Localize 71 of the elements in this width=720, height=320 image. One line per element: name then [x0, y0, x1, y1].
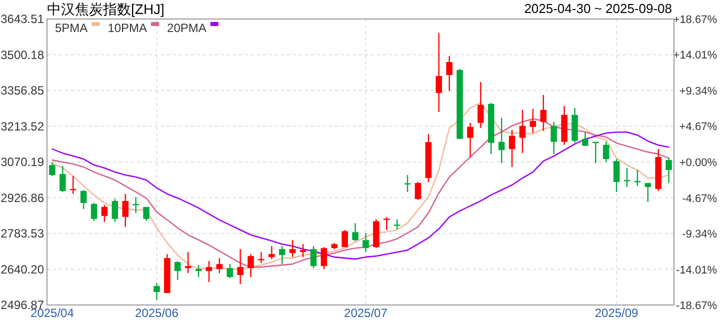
- y-tick-label: 2926.86: [0, 190, 44, 205]
- candlestick: [467, 122, 474, 158]
- y2-tick-label: -14.01%: [676, 264, 718, 276]
- candlestick: [143, 206, 150, 222]
- candlestick: [498, 117, 505, 164]
- candlestick: [530, 108, 536, 134]
- y2-tick-label: -9.34%: [682, 228, 718, 241]
- y2-tick-label: +4.67%: [679, 121, 718, 134]
- y2-tick-label: -4.67%: [682, 192, 718, 205]
- x-tick-label: 2025/06: [135, 306, 179, 320]
- candlestick: [237, 248, 244, 285]
- candlestick: [101, 204, 108, 223]
- candlestick: [602, 141, 610, 163]
- candlestick: [49, 161, 56, 177]
- y-tick-label: 3213.52: [0, 119, 44, 134]
- candlestick: [60, 165, 66, 193]
- y2-tick-label: +0.00%: [679, 157, 718, 169]
- candlestick: [206, 260, 212, 283]
- y-tick-label: 3500.18: [0, 48, 44, 62]
- candlestick: [80, 189, 87, 210]
- candlestick: [352, 222, 358, 242]
- candlestick: [540, 94, 547, 132]
- candlestick: [278, 246, 286, 265]
- candlestick: [613, 158, 620, 193]
- chart-title: 中汉焦炭指数[ZHJ]: [47, 1, 164, 17]
- candlestick: [404, 174, 411, 193]
- candlestick: [195, 264, 202, 278]
- candlestick: [184, 251, 192, 274]
- y2-tick-label: +18.67%: [673, 14, 718, 26]
- candlestick: [90, 202, 98, 222]
- y-tick-label: 3643.51: [0, 12, 44, 26]
- candlestick: [666, 157, 672, 184]
- candlestick: [436, 32, 442, 113]
- y-tick-label: 3070.19: [0, 155, 44, 169]
- candlestick: [300, 244, 306, 258]
- candlestick: [644, 182, 652, 203]
- candlestick: [383, 216, 390, 231]
- y-tick-label: 3356.85: [0, 84, 44, 98]
- candlestick: [320, 246, 328, 270]
- candlestick: [216, 257, 223, 274]
- chart-subtitle: 2025-04-30 ~ 2025-09-08: [524, 1, 672, 16]
- candlestick: [508, 129, 516, 168]
- candlestick: [112, 198, 118, 223]
- candlestick: [478, 81, 484, 128]
- y-tick-label: 2640.20: [0, 262, 44, 276]
- candlestick: [446, 55, 452, 92]
- candlestick: [289, 240, 296, 258]
- legend-label: 10PMA: [108, 21, 148, 35]
- y2-tick-label: -18.67%: [676, 300, 718, 312]
- candlestick: [248, 253, 254, 278]
- candlestick: [122, 193, 129, 228]
- candlestick: [394, 218, 400, 230]
- y-tick-label: 2783.53: [0, 226, 44, 240]
- candlestick: [414, 181, 422, 201]
- legend-label: 20PMA: [167, 21, 206, 35]
- candlestick: [550, 121, 557, 155]
- candlestick: [582, 131, 588, 146]
- candlestick: [519, 109, 526, 154]
- x-tick-label: 2025/07: [344, 306, 388, 320]
- legend-label: 5PMA: [55, 21, 88, 35]
- y2-tick-label: +9.34%: [679, 85, 718, 98]
- y2-tick-label: +14.01%: [673, 50, 718, 62]
- candlestick: [310, 246, 317, 269]
- x-tick-label: 2025/09: [594, 306, 639, 320]
- candlestick: [174, 260, 181, 281]
- candlestick: [258, 251, 264, 264]
- candlestick: [342, 230, 348, 248]
- candlestick: [226, 263, 234, 279]
- candlestick: [154, 282, 160, 301]
- candlestick: [268, 246, 275, 260]
- candlestick: [362, 232, 369, 253]
